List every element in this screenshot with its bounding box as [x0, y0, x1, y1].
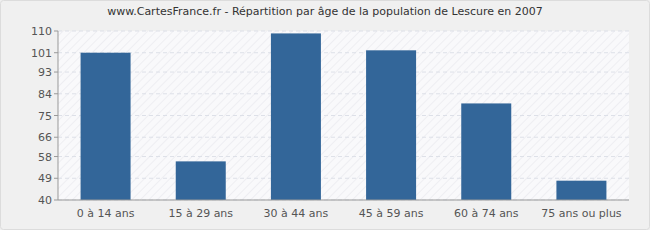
y-tick: [54, 52, 58, 53]
y-tick: [54, 115, 58, 116]
grid-line: [58, 178, 629, 179]
grid-line: [58, 72, 629, 73]
grid-line: [58, 115, 629, 116]
y-tick: [54, 31, 58, 32]
grid-line: [58, 31, 629, 32]
grid-line: [58, 137, 629, 138]
bar: [271, 33, 321, 200]
x-tick-label: 60 à 74 ans: [454, 207, 519, 220]
y-tick-label: 49: [38, 172, 52, 185]
bar: [176, 161, 226, 200]
y-tick: [54, 200, 58, 201]
chart-container: www.CartesFrance.fr - Répartition par âg…: [0, 0, 650, 230]
grid-line: [58, 52, 629, 53]
x-tick-label: 45 à 59 ans: [359, 207, 424, 220]
x-tick-label: 75 ans ou plus: [541, 207, 622, 220]
plot-area: [58, 31, 629, 200]
bar: [556, 181, 606, 200]
title: www.CartesFrance.fr - Répartition par âg…: [107, 5, 543, 18]
y-tick-label: 40: [38, 194, 52, 207]
grid-line: [58, 200, 629, 201]
bar: [81, 53, 131, 200]
y-tick-label: 66: [38, 131, 52, 144]
y-tick-label: 93: [38, 66, 52, 79]
y-tick-label: 58: [38, 151, 52, 164]
bar: [461, 103, 511, 200]
x-tick-label: 30 à 44 ans: [264, 207, 329, 220]
grid-line: [58, 93, 629, 94]
y-tick: [54, 178, 58, 179]
x-tick-label: 0 à 14 ans: [77, 207, 135, 220]
y-tick-label: 101: [31, 47, 52, 60]
y-tick-label: 84: [38, 88, 52, 101]
y-tick: [54, 93, 58, 94]
y-tick: [54, 137, 58, 138]
y-tick: [54, 156, 58, 157]
x-axis: [58, 200, 629, 201]
bars: [81, 33, 607, 200]
bar: [366, 50, 416, 200]
y-axis: [58, 31, 59, 200]
y-tick: [54, 72, 58, 73]
y-tick-label: 75: [38, 110, 52, 123]
background: [1, 1, 650, 230]
x-tick-label: 15 à 29 ans: [168, 207, 233, 220]
grid-line: [58, 156, 629, 157]
chart: www.CartesFrance.fr - Répartition par âg…: [0, 0, 650, 230]
y-tick-label: 110: [31, 25, 52, 38]
